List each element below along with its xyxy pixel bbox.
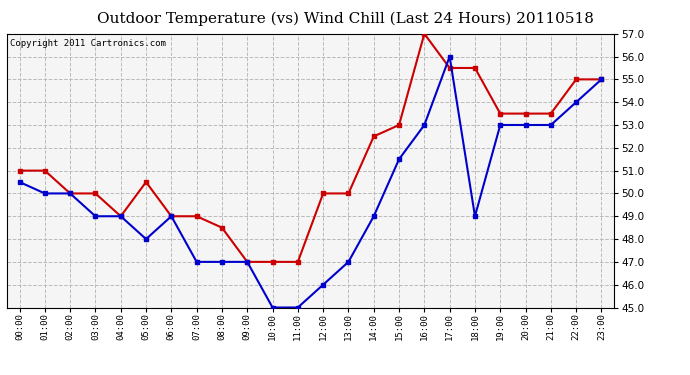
Text: Copyright 2011 Cartronics.com: Copyright 2011 Cartronics.com <box>10 39 166 48</box>
Text: Outdoor Temperature (vs) Wind Chill (Last 24 Hours) 20110518: Outdoor Temperature (vs) Wind Chill (Las… <box>97 11 593 26</box>
